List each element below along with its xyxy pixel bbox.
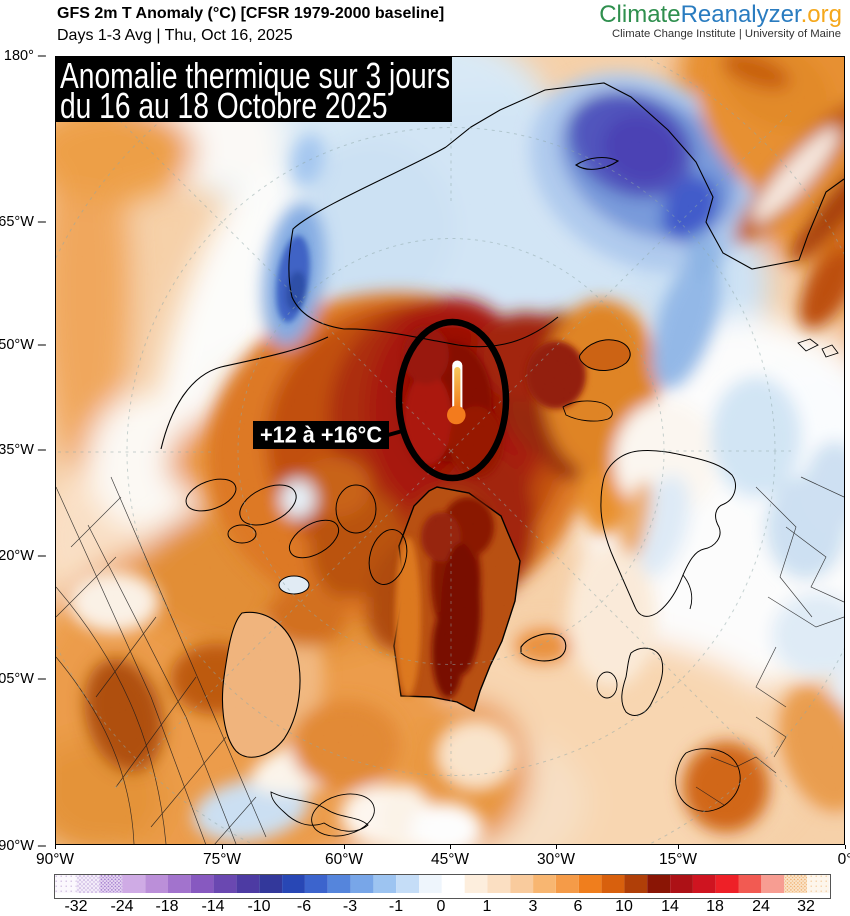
svg-text:+12 à +16°C: +12 à +16°C: [260, 422, 382, 448]
